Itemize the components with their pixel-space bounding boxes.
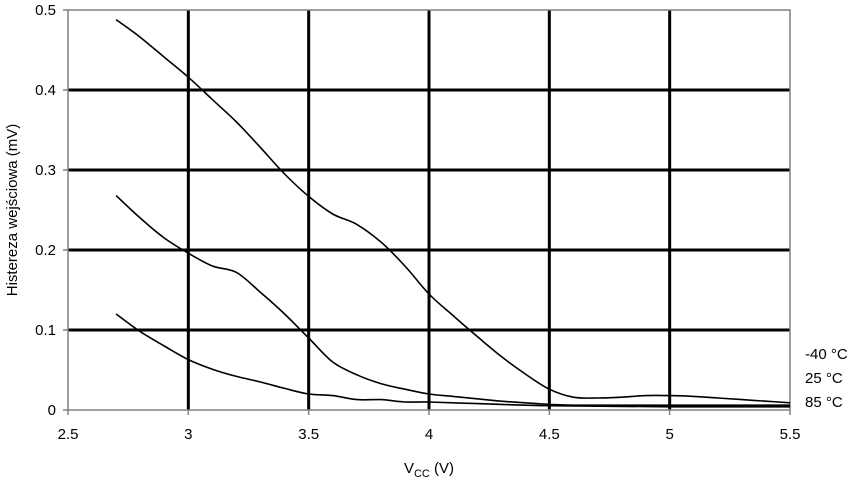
x-axis-title-main: V (404, 460, 414, 477)
y-tick-label: 0 (48, 402, 56, 419)
legend-label-1: -40 °C (805, 346, 848, 363)
x-tick-label: 2.5 (58, 426, 79, 443)
series-line-3 (115, 313, 791, 408)
grid (63, 9, 791, 415)
series-line-2 (115, 195, 790, 407)
legend: -40 °C 25 °C 85 °C (805, 346, 848, 411)
x-tick-label: 4 (425, 426, 433, 443)
y-tick-label: 0.2 (35, 242, 56, 259)
x-tick-label: 3 (184, 426, 192, 443)
x-tick-label: 3.5 (298, 426, 319, 443)
y-tick-label: 0.1 (35, 322, 56, 339)
y-tick-label: 0.3 (35, 162, 56, 179)
plot-frame (67, 9, 791, 411)
y-tick-labels: 0 0.1 0.2 0.3 0.4 0.5 (35, 2, 56, 419)
y-tick-label: 0.5 (35, 2, 56, 19)
x-tick-labels: 2.5 3 3.5 4 4.5 5 5.5 (58, 426, 801, 443)
x-tick-label: 5.5 (780, 426, 801, 443)
series-line-1 (115, 18, 791, 404)
x-tick-label: 5 (665, 426, 673, 443)
x-tick-label: 4.5 (539, 426, 560, 443)
x-axis-title: VCC (V) (404, 460, 454, 480)
y-axis-title: Histereza wejściowa (mV) (4, 124, 21, 297)
x-axis-title-subscript: CC (414, 468, 430, 480)
y-tick-label: 0.4 (35, 82, 56, 99)
legend-label-2: 25 °C (805, 370, 843, 387)
series-lines (115, 18, 791, 408)
legend-label-3: 85 °C (805, 394, 843, 411)
x-axis-title-unit: (V) (430, 460, 454, 477)
